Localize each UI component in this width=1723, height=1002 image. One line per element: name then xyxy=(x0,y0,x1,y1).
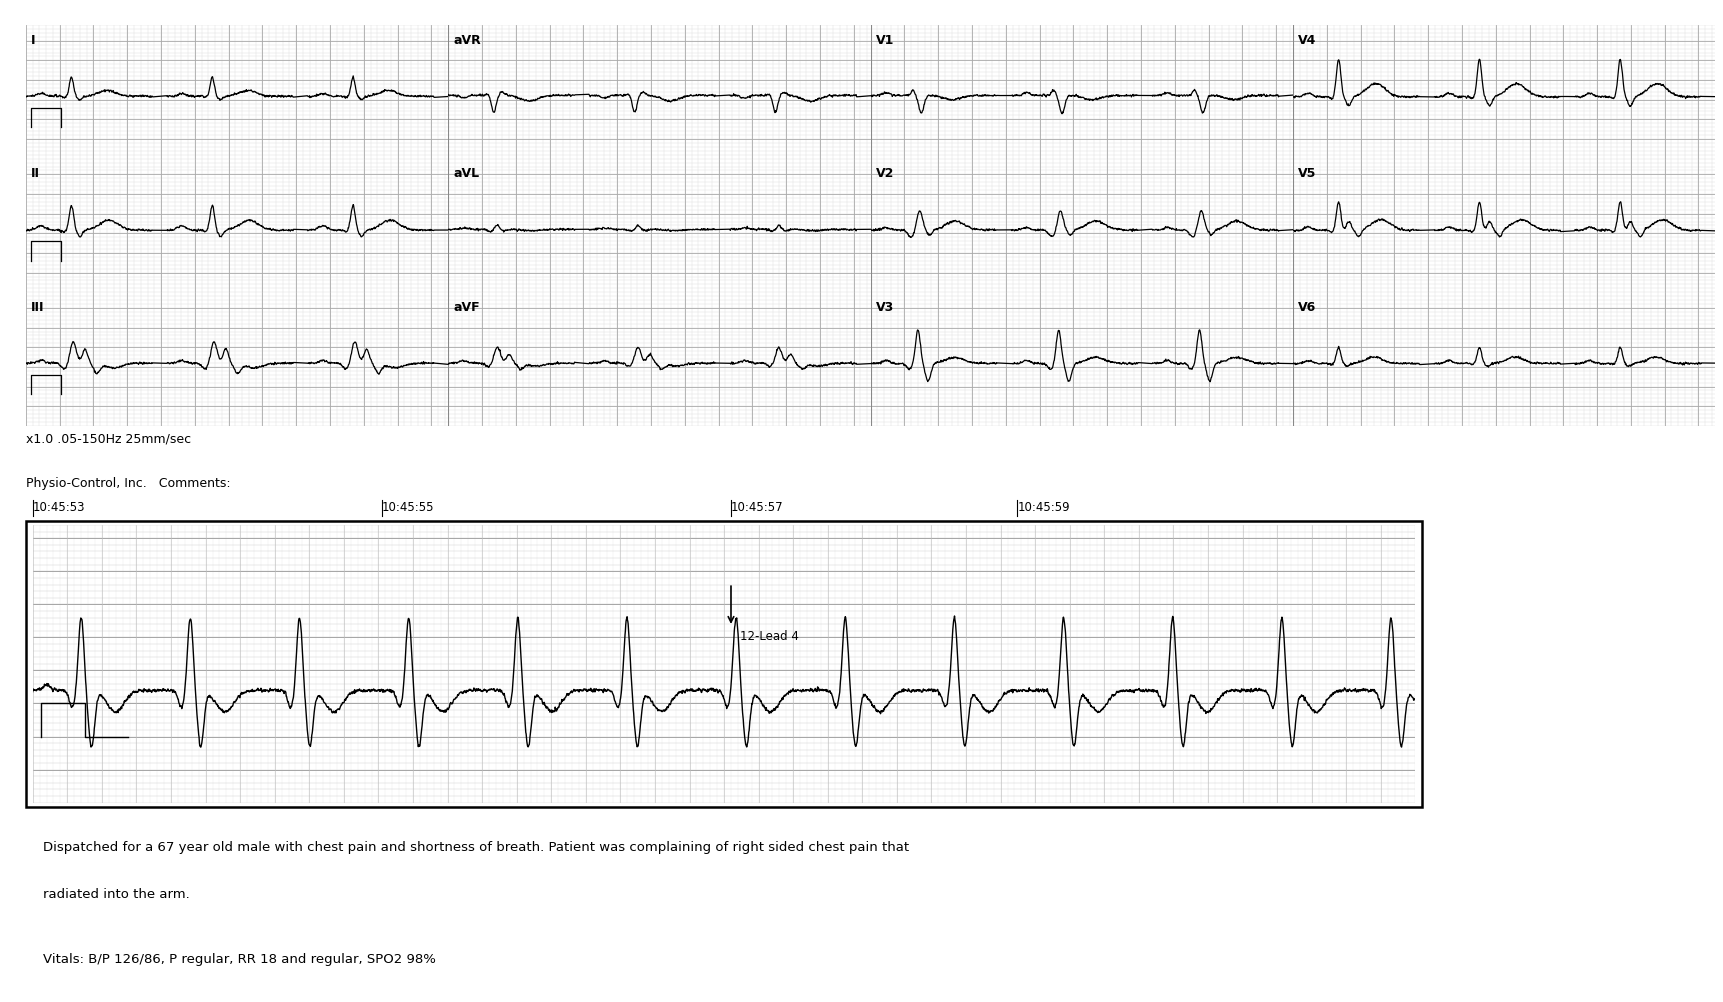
Text: Dispatched for a 67 year old male with chest pain and shortness of breath. Patie: Dispatched for a 67 year old male with c… xyxy=(43,841,908,854)
Text: aVF: aVF xyxy=(453,301,479,314)
Text: x1.0 .05-150Hz 25mm/sec: x1.0 .05-150Hz 25mm/sec xyxy=(26,433,191,446)
Text: V4: V4 xyxy=(1297,33,1316,46)
Text: 10:45:53: 10:45:53 xyxy=(33,501,86,514)
Text: 12-Lead 4: 12-Lead 4 xyxy=(739,630,798,643)
Text: V2: V2 xyxy=(875,167,894,180)
Text: 10:45:55: 10:45:55 xyxy=(383,501,434,514)
Text: V5: V5 xyxy=(1297,167,1316,180)
Text: V3: V3 xyxy=(875,301,894,314)
Text: radiated into the arm.: radiated into the arm. xyxy=(43,888,190,901)
Text: V6: V6 xyxy=(1297,301,1316,314)
Text: 10:45:59: 10:45:59 xyxy=(1017,501,1070,514)
Text: Physio-Control, Inc.   Comments:: Physio-Control, Inc. Comments: xyxy=(26,477,231,490)
Text: aVL: aVL xyxy=(453,167,479,180)
Text: 10:45:57: 10:45:57 xyxy=(731,501,784,514)
Text: Vitals: B/P 126/86, P regular, RR 18 and regular, SPO2 98%: Vitals: B/P 126/86, P regular, RR 18 and… xyxy=(43,953,436,966)
Text: II: II xyxy=(31,167,40,180)
Text: I: I xyxy=(31,33,36,46)
Text: V1: V1 xyxy=(875,33,894,46)
Text: aVR: aVR xyxy=(453,33,481,46)
Text: III: III xyxy=(31,301,45,314)
